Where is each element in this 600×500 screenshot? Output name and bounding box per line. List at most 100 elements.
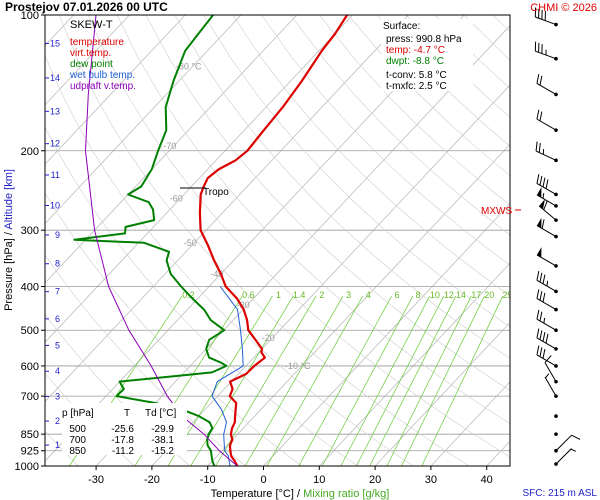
series-wet-bulb-temp xyxy=(211,286,244,466)
isotherm-line xyxy=(374,321,510,466)
wind-barb xyxy=(534,41,558,61)
dry-adiabat xyxy=(492,15,510,32)
level-table: p [hPa] T Td [°C] 500 -25.6 -29.9 700 -1… xyxy=(62,403,187,457)
mixing-ratio-line xyxy=(321,295,414,466)
wind-barb-feather xyxy=(536,74,540,84)
dry-adiabat xyxy=(261,15,510,266)
wind-barb-flag xyxy=(539,199,545,210)
wind-barb-shaft xyxy=(535,16,557,26)
temperature-tick-label: 20 xyxy=(369,474,381,486)
plot-frame xyxy=(44,14,511,467)
wind-barb-half xyxy=(543,317,546,324)
mixing-ratio-line xyxy=(386,295,472,466)
temperature-axis: -30 -20 -10 0 10 20 30 40 xyxy=(88,466,493,486)
wind-barb xyxy=(536,109,558,132)
surface-tmxfc: t-mxfc: 2.5 °C xyxy=(386,81,447,92)
mixing-ratio-label: 17 xyxy=(471,290,481,300)
level-table-cell: 500 xyxy=(69,424,86,435)
temperature-tick-label: 30 xyxy=(425,474,437,486)
pressure-tick-label: 925 xyxy=(21,446,39,458)
mixing-ratio-line xyxy=(401,295,485,466)
isotherm-line xyxy=(45,15,353,343)
mixing-ratio-line xyxy=(356,295,445,466)
wind-barb-flag xyxy=(536,187,542,198)
mixing-ratio-label: 14 xyxy=(456,290,466,300)
level-table-cell: -11.2 xyxy=(112,446,134,457)
wind-barb xyxy=(554,434,581,453)
tropopause-label: Tropo xyxy=(203,187,229,198)
wind-barb-shaft xyxy=(544,376,557,397)
dry-adiabat xyxy=(174,15,510,359)
wind-barb-feather xyxy=(536,328,540,339)
series-udpraft-v-temp xyxy=(85,15,238,466)
wind-barb-feather xyxy=(536,270,540,281)
pressure-tick-label: 700 xyxy=(21,391,39,403)
dry-adiabat xyxy=(463,15,510,61)
dry-adiabat xyxy=(203,15,510,328)
mixing-ratio-line xyxy=(298,295,392,466)
surface-info: Surface: press: 990.8 hPa temp: -4.7 °C … xyxy=(381,19,473,92)
wind-barb-feather xyxy=(538,143,541,153)
x-axis-title-mixing-ratio: Mixing ratio [g/kg] xyxy=(303,488,389,500)
wind-barb xyxy=(536,74,558,97)
y-axis-title-altitude: Altitude [km] xyxy=(3,169,15,230)
wind-barb-feather xyxy=(539,272,543,283)
mixing-ratio-label: 1 xyxy=(276,290,281,300)
mixing-ratio-line xyxy=(340,295,430,466)
wind-barb xyxy=(536,247,558,268)
wind-barb-feather xyxy=(542,349,546,359)
mixing-ratio-label: 20 xyxy=(484,290,494,300)
wind-barb-shaft xyxy=(536,225,557,238)
wind-barb xyxy=(536,217,558,239)
level-table-cell: -29.9 xyxy=(151,424,174,435)
level-table-cell: -25.6 xyxy=(111,424,134,435)
wind-barb-shaft xyxy=(544,362,557,382)
legend: SKEW-T temperature virt.temp. dew point … xyxy=(69,19,136,92)
mixing-ratio-label: 3 xyxy=(346,290,351,300)
level-table-cell: 850 xyxy=(69,446,86,457)
wind-barb xyxy=(544,373,558,398)
wind-barb-feather xyxy=(543,200,548,211)
temperature-tick-label: 40 xyxy=(481,474,493,486)
isotherm-line xyxy=(151,84,510,466)
temperature-tick-label: 10 xyxy=(313,474,325,486)
mixing-ratio-label: 0.6 xyxy=(242,290,255,300)
pressure-tick-label: 600 xyxy=(21,361,39,373)
mixing-ratio-line xyxy=(369,295,457,466)
wind-barb xyxy=(554,448,576,466)
wind-barb xyxy=(538,199,558,222)
legend-title: SKEW-T xyxy=(70,19,113,31)
wind-barb-feather xyxy=(545,333,549,344)
legend-item-wet-bulb: wet bulb temp. xyxy=(69,70,135,81)
level-table-cell: -15.2 xyxy=(151,446,174,457)
altitude-tick-label: 4 xyxy=(55,366,60,376)
altitude-tick-label: 9 xyxy=(55,230,60,240)
wind-barb xyxy=(536,328,558,351)
level-table-cell: -38.1 xyxy=(151,435,174,446)
dry-adiabat xyxy=(290,15,510,236)
wind-barb-shaft xyxy=(536,82,557,95)
mixing-ratio-label: 6 xyxy=(395,290,400,300)
temperature-tick-label: -20 xyxy=(144,474,160,486)
pressure-tick-label: 100 xyxy=(21,10,39,22)
isotherm-line xyxy=(45,15,409,403)
wind-barb-feather xyxy=(535,141,538,152)
dry-adiabat xyxy=(45,126,358,466)
wind-barb-feather xyxy=(536,109,540,120)
wind-barb-feather xyxy=(542,332,546,342)
wind-barb-feather xyxy=(536,309,540,320)
wind-barb-feather xyxy=(542,274,546,284)
dry-adiabat xyxy=(522,15,600,466)
wind-barb-half xyxy=(570,448,576,452)
isotherm-line xyxy=(207,143,510,466)
mixing-ratio-label: 25 xyxy=(502,290,512,300)
wind-barb-feather xyxy=(536,174,540,184)
dry-adiabat xyxy=(145,15,510,392)
series-dew-point xyxy=(73,15,228,466)
wind-barb-half xyxy=(542,192,545,199)
dry-adiabat xyxy=(45,254,247,466)
legend-item-updraft: udpraft v.temp. xyxy=(70,81,136,92)
altitude-tick-label: 14 xyxy=(50,73,60,83)
x-axis-title: Temperature [°C] / Mixing ratio [g/kg] xyxy=(211,488,390,500)
wind-barb-feather xyxy=(539,347,543,357)
